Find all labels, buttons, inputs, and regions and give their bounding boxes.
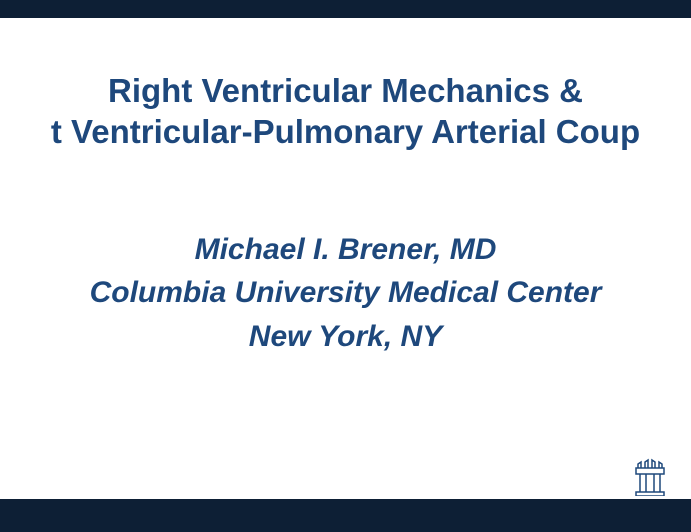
title-line-1: Right Ventricular Mechanics &: [10, 70, 681, 111]
slide-container: Right Ventricular Mechanics & t Ventricu…: [0, 0, 691, 532]
author-name: Michael I. Brener, MD: [10, 228, 681, 272]
slide-content: Right Ventricular Mechanics & t Ventricu…: [0, 70, 691, 358]
author-block: Michael I. Brener, MD Columbia Universit…: [10, 228, 681, 359]
title-line-2: t Ventricular-Pulmonary Arterial Coup: [10, 111, 681, 152]
columbia-crown-logo: [634, 456, 666, 496]
bottom-border: [0, 499, 691, 532]
author-location: New York, NY: [10, 315, 681, 359]
author-affiliation: Columbia University Medical Center: [10, 271, 681, 315]
top-border: [0, 0, 691, 18]
